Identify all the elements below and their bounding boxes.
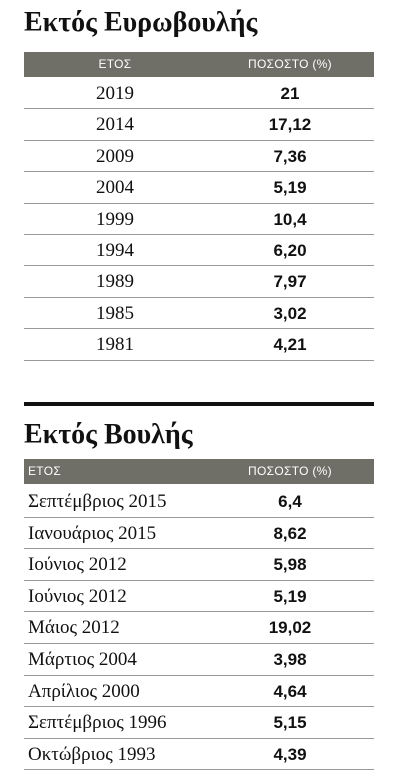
row-label: Μάιος 2012	[28, 617, 120, 639]
table-row	[24, 266, 374, 298]
table-row	[24, 676, 374, 708]
row-label: Απρίλιος 2000	[28, 680, 140, 702]
row-label: Σεπτέμβριος 1996	[28, 712, 167, 734]
header-cell: ΕΤΟΣ	[28, 464, 62, 478]
row-label: 1981	[96, 334, 134, 356]
header-cell: ΠΟΣΟΣΤΟ (%)	[248, 57, 332, 71]
row-label: Μάρτιος 2004	[28, 649, 137, 670]
row-label: 1985	[96, 302, 134, 324]
table-row	[24, 518, 374, 550]
row-value: 5,19	[273, 586, 307, 606]
section-title: Εκτός Ευρωβουλής	[24, 7, 258, 38]
table-header	[24, 459, 374, 484]
table-row	[24, 486, 374, 518]
table-row	[24, 581, 374, 613]
row-label: 1989	[96, 271, 134, 293]
header-cell: ΕΤΟΣ	[98, 57, 132, 71]
row-value: 6,4	[278, 492, 302, 511]
table-row	[24, 739, 374, 771]
table-row	[24, 329, 374, 361]
table-row	[24, 109, 374, 141]
row-label: Σεπτέμβριος 2015	[28, 491, 167, 512]
row-value: 7,97	[273, 272, 307, 292]
table-row	[24, 141, 374, 173]
row-label: 2019	[96, 83, 134, 104]
row-value: 4,64	[273, 681, 307, 701]
row-value: 4,21	[273, 335, 307, 355]
table-row	[24, 172, 374, 204]
row-value: 3,98	[273, 650, 307, 669]
table-row	[24, 298, 374, 330]
row-label: 1994	[96, 240, 134, 261]
row-label: Ιούνιος 2012	[28, 585, 127, 607]
section-divider	[24, 402, 374, 406]
table-row	[24, 612, 374, 644]
row-value: 21	[280, 84, 300, 103]
table-header	[24, 52, 374, 77]
row-value: 3,02	[273, 303, 307, 323]
table-row	[24, 707, 374, 739]
row-label: 2009	[96, 145, 134, 167]
section-title: Εκτός Βουλής	[24, 419, 193, 450]
row-value: 7,36	[273, 146, 307, 166]
row-value: 8,62	[273, 523, 307, 543]
table-row	[24, 235, 374, 267]
row-label: Ιούνιος 2012	[28, 554, 127, 576]
table-row	[24, 204, 374, 235]
row-value: 5,19	[273, 178, 307, 198]
table-row	[24, 644, 374, 676]
row-label: Οκτώβριος 1993	[28, 743, 156, 765]
table-row	[24, 549, 374, 581]
row-label: Ιανουάριος 2015	[28, 522, 157, 544]
row-value: 17,12	[268, 115, 312, 135]
row-label: 2014	[96, 114, 134, 136]
row-value: 6,20	[273, 241, 307, 260]
row-value: 5,98	[273, 555, 307, 575]
row-value: 10,4	[273, 209, 307, 229]
row-value: 19,02	[268, 618, 312, 638]
row-label: 1999	[96, 208, 134, 230]
row-value: 4,39	[273, 744, 307, 764]
row-value: 5,15	[273, 713, 307, 733]
row-label: 2004	[96, 177, 134, 199]
table-row	[24, 78, 374, 110]
header-cell: ΠΟΣΟΣΤΟ (%)	[248, 464, 332, 478]
